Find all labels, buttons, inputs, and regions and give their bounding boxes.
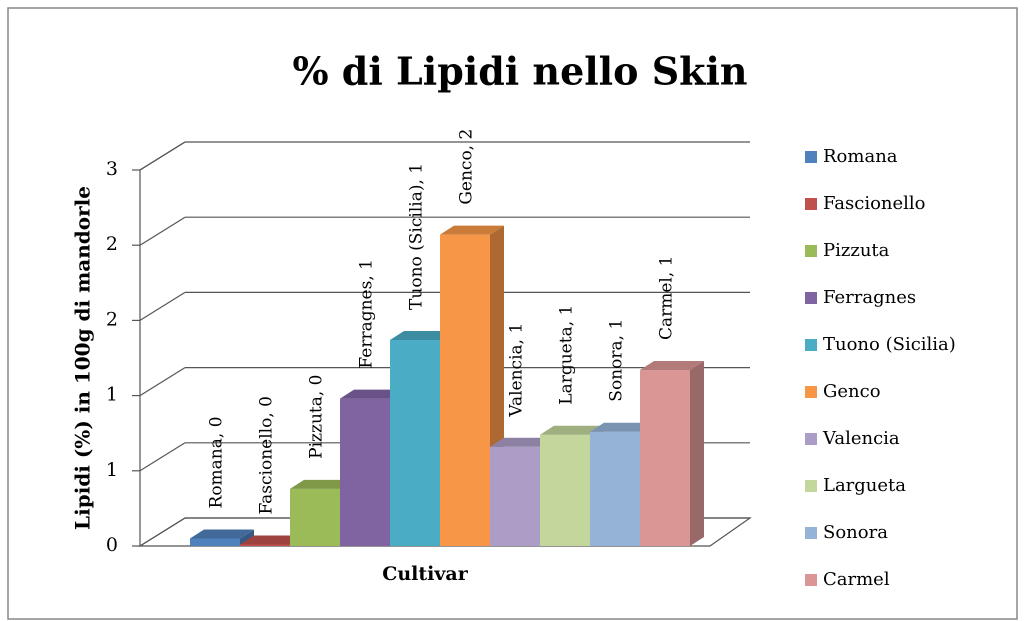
bar-top [390,330,454,340]
grid-line [139,291,186,321]
legend-label: Largueta [823,475,906,496]
legend-swatch [805,433,817,445]
legend-label: Romana [823,146,898,167]
bar-top [290,479,354,489]
y-tick-label: 0 [106,534,118,556]
y-tick-label: 1 [106,459,118,481]
legend-swatch [805,339,817,351]
grid-line [139,442,186,472]
bar [540,434,590,546]
grid-line [139,141,186,171]
y-tick-label: 2 [106,308,118,330]
legend-swatch [805,198,817,210]
legend-swatch [805,480,817,492]
bar [290,488,340,546]
bar-side [690,361,704,546]
bar-top [340,389,404,399]
legend-swatch [805,574,817,586]
data-label: Pizzuta, 0 [307,375,327,459]
bar-top [590,422,654,432]
legend-label: Valencia [822,428,900,449]
data-label: Tuono (Sicilia), 1 [407,163,427,310]
data-label: Romana, 0 [207,416,227,508]
bar [490,446,540,546]
data-label: Ferragnes, 1 [357,259,377,369]
legend-swatch [805,386,817,398]
bar-top [640,361,704,371]
legend-label: Carmel [823,569,890,590]
data-label: Largueta, 1 [557,305,577,405]
bar-top [240,535,304,545]
bar [240,544,290,546]
y-tick-label: 1 [106,384,118,406]
data-label: Carmel, 1 [657,256,677,341]
bar [440,234,490,546]
data-label: Fascionello, 0 [257,396,277,514]
y-axis-label: Lipidi (%) in 100g di mandorle [71,186,95,530]
grid-line [139,216,186,246]
legend-label: Pizzuta [823,240,890,261]
bar-top [490,437,554,447]
bar-side [240,529,254,546]
bar [590,431,640,546]
legend-label: Tuono (Sicilia) [823,334,956,355]
data-label: Valencia, 1 [507,323,527,418]
legend-label: Sonora [823,522,888,543]
legend-label: Ferragnes [823,287,916,308]
data-label: Sonora, 1 [607,319,627,402]
grid-line [139,517,186,547]
bar [390,339,440,546]
legend-swatch [805,527,817,539]
bar [190,538,240,546]
x-axis-label: Cultivar [382,563,468,585]
legend-swatch [805,151,817,163]
grid-line [139,367,186,397]
y-tick-label: 3 [106,158,118,180]
legend-label: Genco [823,381,881,402]
legend-swatch [805,292,817,304]
chart-title: % di Lipidi nello Skin [292,49,747,94]
bar [640,370,690,546]
bar-top [440,225,504,235]
bar-top [190,529,254,539]
legend-swatch [805,245,817,257]
bar [340,398,390,546]
data-label: Genco, 2 [457,129,477,205]
bar-top [540,425,604,435]
legend-label: Fascionello [823,193,926,214]
y-tick-label: 2 [106,233,118,255]
